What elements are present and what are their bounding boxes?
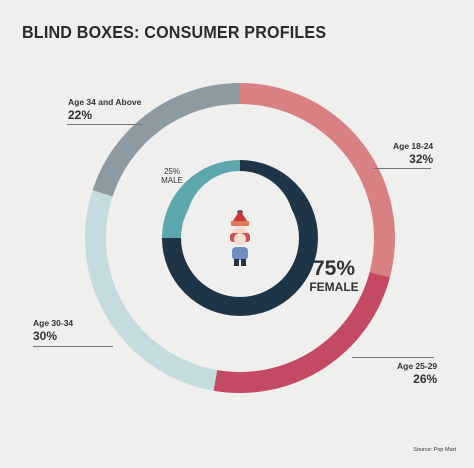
age-slice-age-34-and-above xyxy=(92,83,240,197)
label-female-value: 75% xyxy=(312,257,356,280)
leader-line-age-30-34 xyxy=(33,346,113,347)
leader-line-age-18-24 xyxy=(373,168,431,169)
label-female: 75% FEMALE xyxy=(309,257,359,295)
label-male-category: MALE xyxy=(161,176,183,185)
label-age-34-above: Age 34 and Above 22% xyxy=(68,97,141,122)
label-age-30-34: Age 30-34 30% xyxy=(33,318,73,343)
label-male-value: 25% xyxy=(163,167,180,176)
label-value: 30% xyxy=(33,329,58,343)
label-age-18-24: Age 18-24 32% xyxy=(393,141,433,166)
label-female-category: FEMALE xyxy=(309,280,359,294)
label-category: Age 18-24 xyxy=(393,141,434,151)
label-value: 22% xyxy=(68,108,93,122)
label-age-25-29: Age 25-29 26% xyxy=(397,361,437,386)
label-male: 25% MALE xyxy=(152,167,192,185)
chart-title: BLIND BOXES: CONSUMER PROFILES xyxy=(22,22,327,42)
label-category: Age 25-29 xyxy=(397,361,438,371)
age-ring xyxy=(85,83,395,393)
leader-line-age-25-29 xyxy=(352,357,434,358)
label-value: 32% xyxy=(409,152,434,166)
label-category: Age 34 and Above xyxy=(68,97,142,107)
age-slice-age-25-29 xyxy=(213,272,390,393)
age-slice-age-30-34 xyxy=(85,190,218,391)
source-note: Source: Pop Mart xyxy=(413,447,456,453)
label-category: Age 30-34 xyxy=(33,318,74,328)
label-value: 26% xyxy=(413,372,438,386)
figurine-illustration xyxy=(186,171,294,279)
leader-line-age-34-above xyxy=(67,124,142,125)
age-slice-age-18-24 xyxy=(240,83,395,278)
